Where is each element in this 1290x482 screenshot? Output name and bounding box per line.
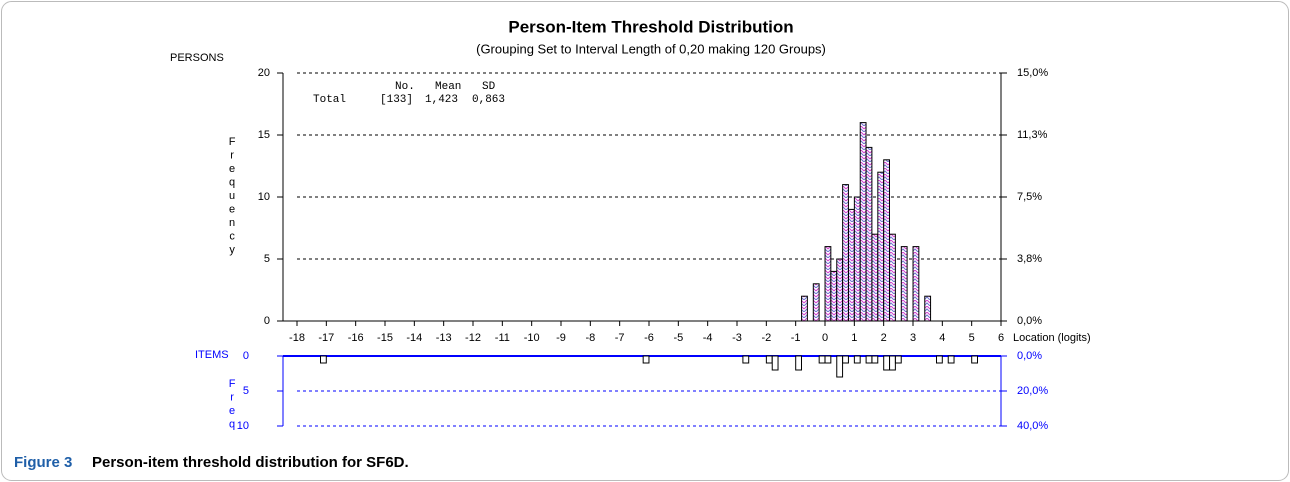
bar bbox=[865, 146, 873, 322]
y2-tick-label: 20,0% bbox=[1017, 385, 1048, 397]
stats-value: Total bbox=[313, 94, 346, 106]
stats-header: Mean bbox=[435, 81, 461, 93]
x-tick-label: 0 bbox=[822, 332, 828, 344]
bar bbox=[642, 355, 650, 364]
y-tick-label: 0 bbox=[243, 350, 249, 362]
caption-label: Figure 3 bbox=[14, 454, 72, 471]
y2-tick-label: 11,3% bbox=[1017, 129, 1048, 141]
panel-label: PERSONS bbox=[170, 52, 224, 64]
x-tick-label: 6 bbox=[998, 332, 1004, 344]
bar bbox=[836, 355, 844, 378]
x-tick-label: -11 bbox=[495, 332, 510, 344]
x-axis-label: Location (logits) bbox=[1013, 332, 1091, 344]
x-tick-label: -8 bbox=[585, 332, 595, 344]
bar bbox=[765, 355, 773, 364]
x-tick-label: 4 bbox=[939, 332, 945, 344]
bar bbox=[859, 122, 867, 322]
x-tick-label: -7 bbox=[615, 332, 625, 344]
stats-header: No. bbox=[395, 81, 415, 93]
x-tick-label: -15 bbox=[377, 332, 393, 344]
x-tick-label: -18 bbox=[289, 332, 305, 344]
y-tick-label: 5 bbox=[243, 385, 249, 397]
bar bbox=[947, 355, 955, 364]
bar bbox=[771, 355, 779, 371]
y2-tick-label: 0,0% bbox=[1017, 315, 1042, 327]
y-tick-label: 20 bbox=[258, 67, 270, 79]
bar bbox=[912, 246, 920, 322]
x-tick-label: -4 bbox=[703, 332, 713, 344]
bar bbox=[871, 233, 879, 322]
y2-tick-label: 40,0% bbox=[1017, 420, 1048, 432]
x-tick-label: -13 bbox=[436, 332, 452, 344]
bar bbox=[320, 355, 327, 364]
y2-tick-label: 3,8% bbox=[1017, 253, 1042, 265]
chart-subtitle: (Grouping Set to Interval Length of 0,20… bbox=[476, 41, 826, 56]
x-tick-label: -16 bbox=[348, 332, 364, 344]
y2-tick-label: 15,0% bbox=[1017, 67, 1048, 79]
bar bbox=[889, 233, 896, 322]
chart-title: Person-Item Threshold Distribution bbox=[508, 17, 793, 36]
bar bbox=[818, 355, 826, 364]
x-tick-label: 1 bbox=[851, 332, 857, 344]
bar bbox=[924, 295, 932, 322]
bar bbox=[853, 196, 861, 322]
x-tick-label: -3 bbox=[732, 332, 742, 344]
bar bbox=[853, 355, 861, 364]
stats-header: SD bbox=[482, 81, 496, 93]
bar bbox=[936, 355, 943, 364]
bar bbox=[742, 355, 750, 364]
y-tick-label: 0 bbox=[264, 315, 270, 327]
x-tick-label: -9 bbox=[556, 332, 566, 344]
bar bbox=[824, 246, 832, 322]
x-tick-label: -17 bbox=[318, 332, 334, 344]
x-tick-label: -12 bbox=[465, 332, 481, 344]
x-tick-label: -1 bbox=[791, 332, 801, 344]
bar bbox=[900, 246, 908, 322]
bar bbox=[848, 208, 855, 322]
x-tick-label: -10 bbox=[524, 332, 540, 344]
bar bbox=[830, 270, 838, 322]
y-axis-label: Frequency bbox=[226, 136, 238, 258]
stats-value: 0,863 bbox=[472, 94, 505, 106]
bar bbox=[801, 295, 808, 322]
x-tick-label: 5 bbox=[969, 332, 975, 344]
bar bbox=[824, 355, 832, 364]
y-tick-label: 10 bbox=[237, 420, 249, 432]
y-tick-label: 15 bbox=[258, 129, 270, 141]
x-tick-label: 3 bbox=[910, 332, 916, 344]
x-tick-label: -2 bbox=[761, 332, 771, 344]
x-tick-label: -5 bbox=[673, 332, 683, 344]
bar bbox=[842, 355, 849, 364]
bar bbox=[877, 171, 885, 322]
bar bbox=[836, 258, 844, 322]
bar bbox=[971, 355, 979, 364]
panel-label: ITEMS bbox=[195, 349, 229, 361]
y2-tick-label: 0,0% bbox=[1017, 350, 1042, 362]
bar bbox=[883, 355, 891, 371]
x-tick-label: 2 bbox=[881, 332, 887, 344]
y-tick-label: 10 bbox=[258, 191, 270, 203]
y-tick-label: 5 bbox=[264, 253, 270, 265]
stats-value: [133] bbox=[380, 94, 413, 106]
bar bbox=[812, 283, 820, 322]
caption-text: Person-item threshold distribution for S… bbox=[92, 454, 409, 471]
bar bbox=[842, 184, 849, 322]
stats-value: 1,423 bbox=[425, 94, 458, 106]
bar bbox=[894, 355, 902, 364]
bar bbox=[795, 355, 803, 371]
x-tick-label: -14 bbox=[406, 332, 422, 344]
y2-tick-label: 7,5% bbox=[1017, 191, 1042, 203]
bar bbox=[865, 355, 873, 364]
x-tick-label: -6 bbox=[644, 332, 654, 344]
y-axis-label: Freq bbox=[226, 378, 238, 432]
bar bbox=[883, 159, 891, 322]
bar bbox=[889, 355, 896, 371]
bar bbox=[871, 355, 879, 364]
